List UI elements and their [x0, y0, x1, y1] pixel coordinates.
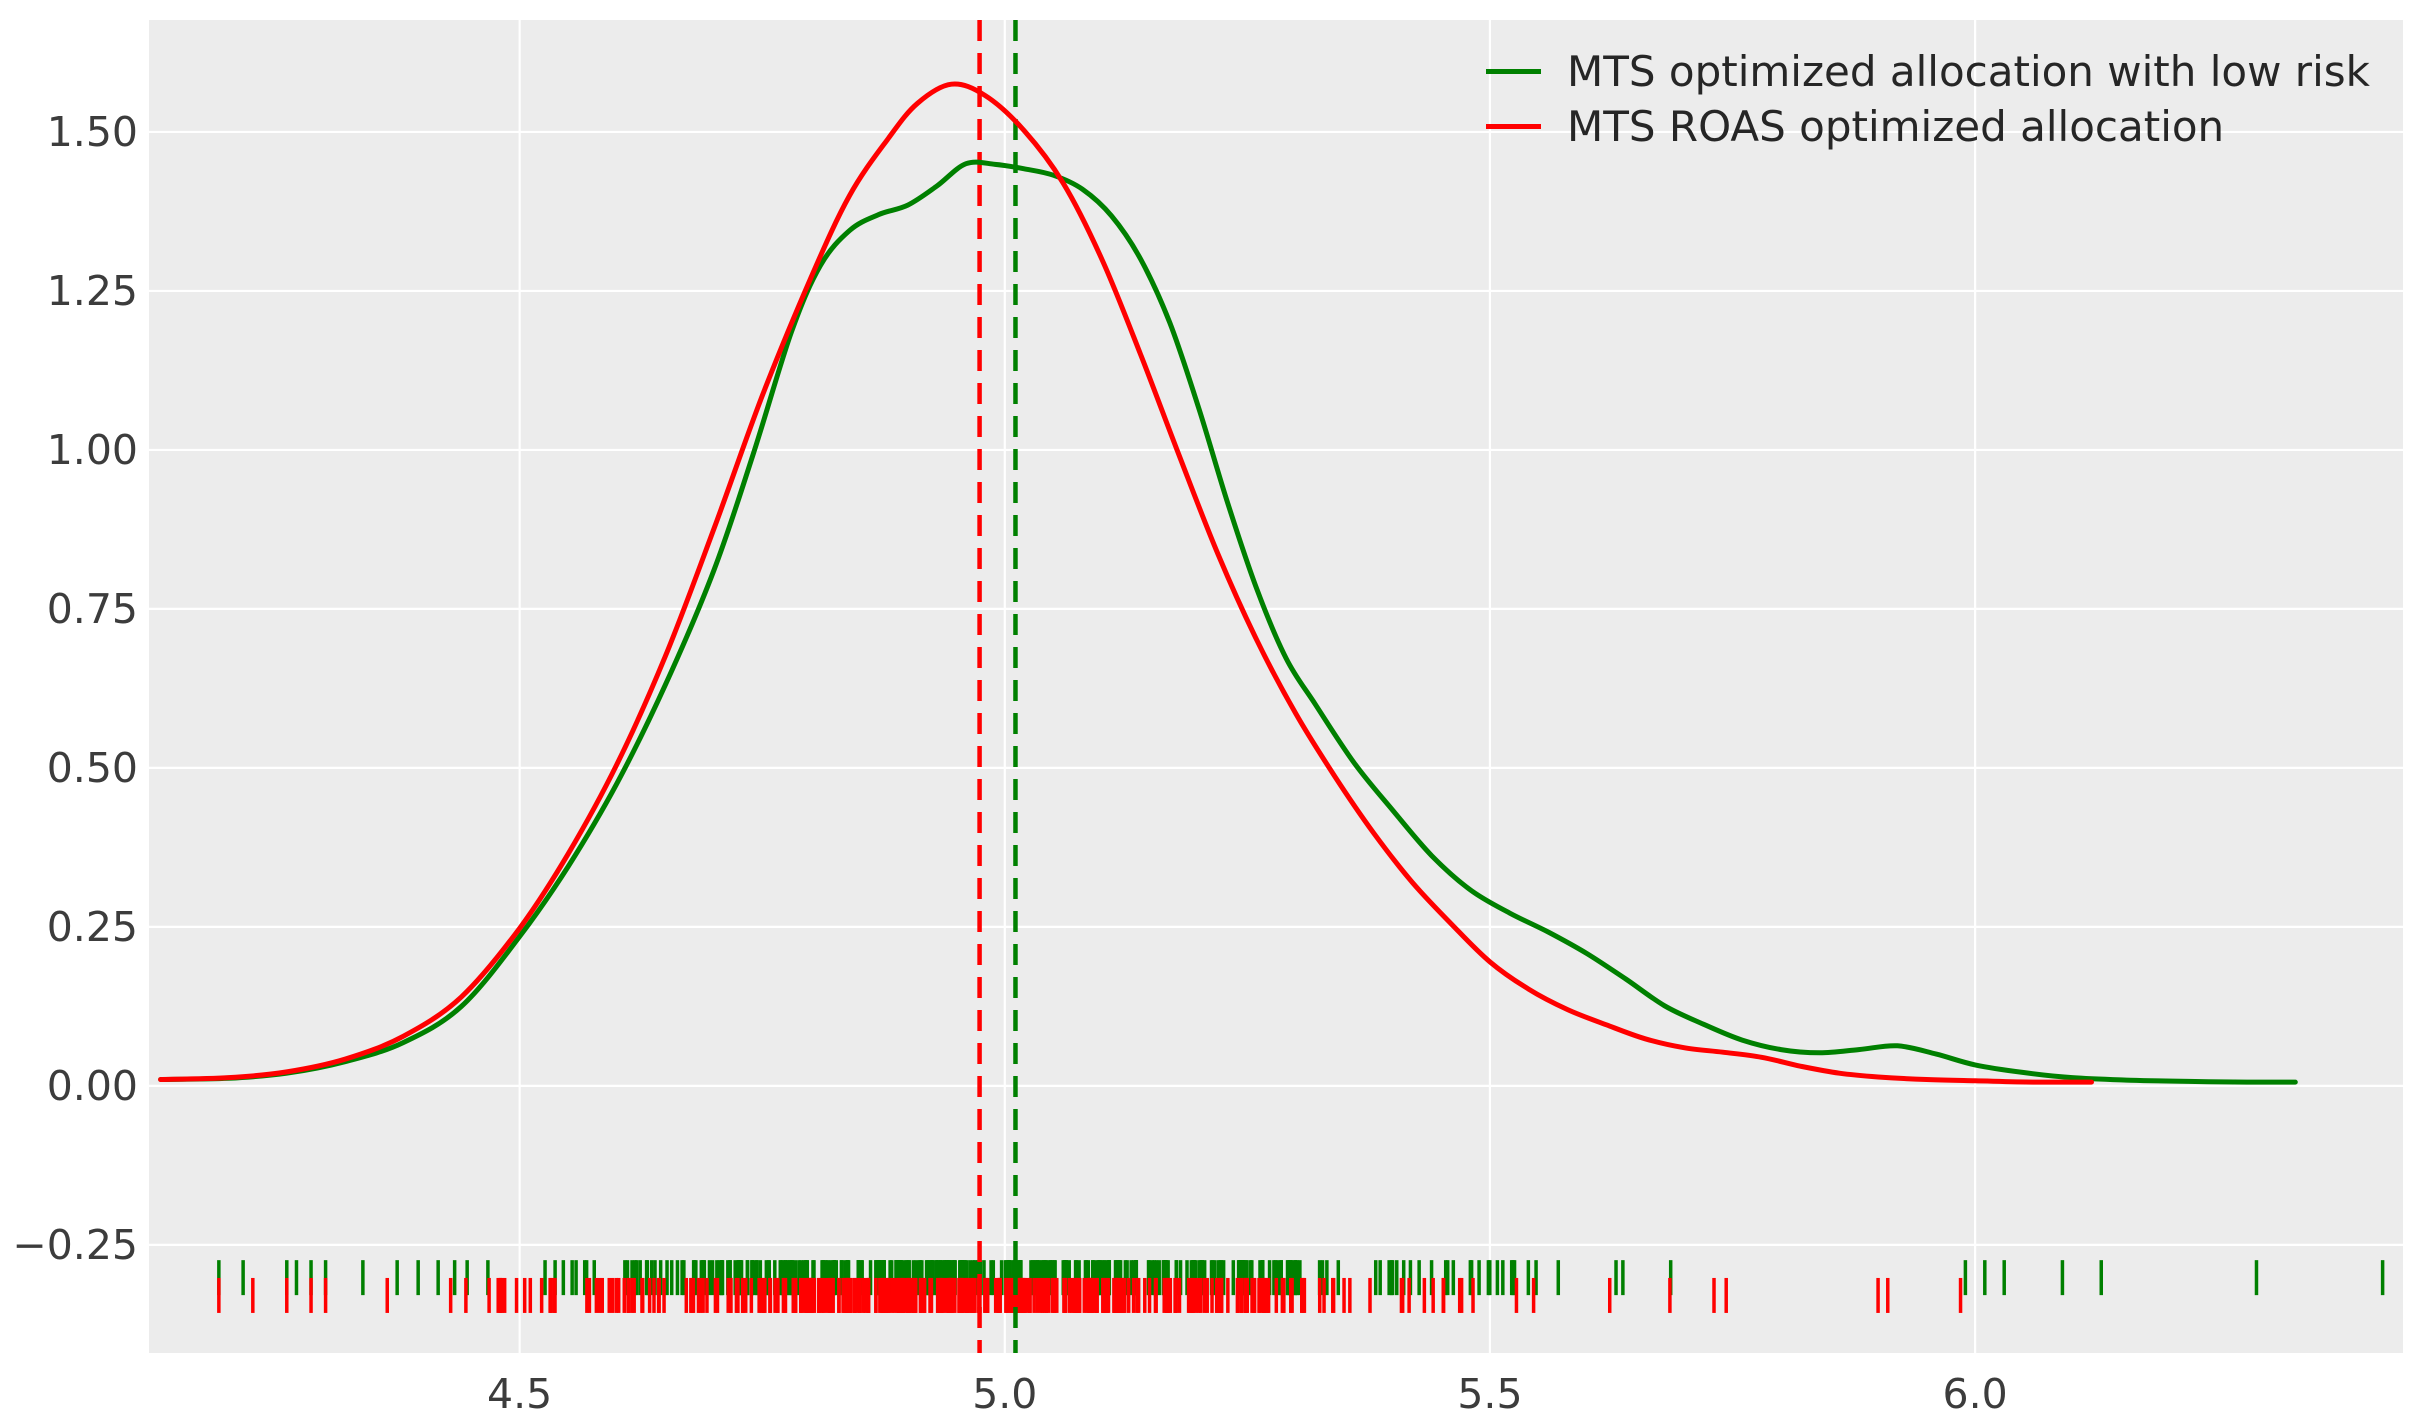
- x-tick-label: 5.0: [972, 1370, 1037, 1418]
- kde-curve-green: [158, 159, 2298, 1085]
- legend-item-roas: MTS ROAS optimized allocation: [1486, 99, 2370, 154]
- x-tick-label: 6.0: [1942, 1370, 2007, 1418]
- y-tick-label: 0.00: [47, 1062, 138, 1110]
- plot-background: [149, 20, 2403, 1353]
- legend-line-green-icon: [1486, 69, 1541, 74]
- y-tick-label: −0.25: [12, 1221, 138, 1269]
- legend-label: MTS ROAS optimized allocation: [1567, 101, 2225, 151]
- legend: MTS optimized allocation with low risk M…: [1486, 44, 2370, 154]
- y-tick-label: 1.50: [47, 108, 138, 156]
- x-tick-label: 5.5: [1457, 1370, 1522, 1418]
- y-tick-label: 1.25: [47, 267, 138, 315]
- kde-curve-red: [158, 81, 2094, 1085]
- legend-line-red-icon: [1486, 124, 1541, 129]
- y-tick-label: 0.50: [47, 744, 138, 792]
- x-tick-label: 4.5: [487, 1370, 552, 1418]
- y-tick-label: 0.75: [47, 585, 138, 633]
- legend-label: MTS optimized allocation with low risk: [1567, 46, 2370, 96]
- y-tick-label: 0.25: [47, 903, 138, 951]
- legend-item-low-risk: MTS optimized allocation with low risk: [1486, 44, 2370, 99]
- y-tick-label: 1.00: [47, 426, 138, 474]
